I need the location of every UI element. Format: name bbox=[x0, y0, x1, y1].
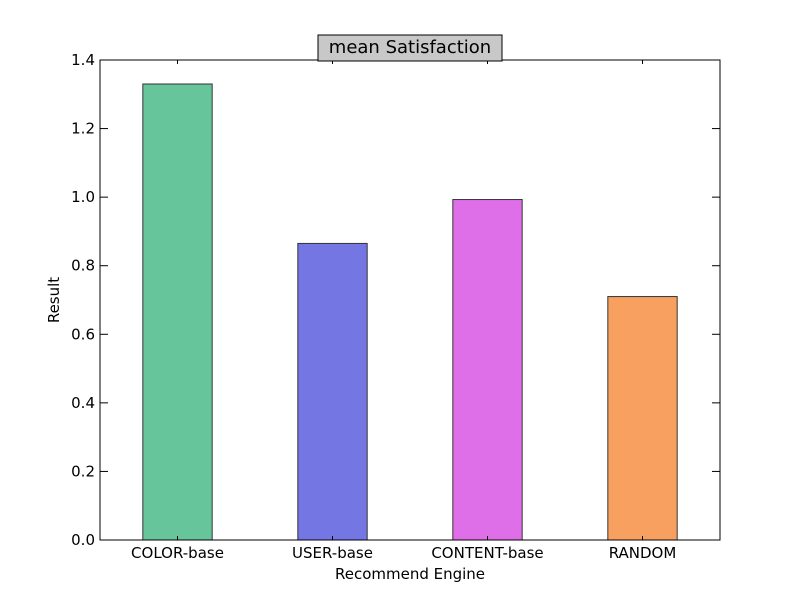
y-tick-label: 1.4 bbox=[71, 51, 95, 69]
bar-user-base bbox=[297, 242, 368, 541]
bar-random bbox=[607, 296, 678, 541]
bar-color-base bbox=[142, 83, 213, 541]
chart-title: mean Satisfaction bbox=[329, 37, 491, 58]
bar-content-base bbox=[452, 199, 523, 541]
x-tick-label: CONTENT-base bbox=[431, 544, 543, 562]
y-tick-label: 1.2 bbox=[71, 120, 95, 138]
x-tick-label: USER-base bbox=[292, 544, 373, 562]
y-tick-label: 0.4 bbox=[71, 394, 95, 412]
chart-title-box bbox=[317, 34, 503, 62]
y-tick-label: 0.0 bbox=[71, 531, 95, 549]
x-tick-label: COLOR-base bbox=[131, 544, 224, 562]
y-tick-label: 1.0 bbox=[71, 188, 95, 206]
x-axis-label: Recommend Engine bbox=[335, 565, 485, 583]
y-tick-label: 0.8 bbox=[71, 257, 95, 275]
x-tick-label: RANDOM bbox=[609, 544, 677, 562]
y-tick-labels: 0.0 0.2 0.4 0.6 0.8 1.0 1.2 1.4 bbox=[71, 51, 95, 549]
y-axis-label: Result bbox=[45, 277, 63, 323]
bars-group bbox=[142, 83, 678, 541]
y-tick-label: 0.2 bbox=[71, 462, 95, 480]
y-tick-label: 0.6 bbox=[71, 325, 95, 343]
x-tick-labels: COLOR-base USER-base CONTENT-base RANDOM bbox=[131, 544, 676, 562]
